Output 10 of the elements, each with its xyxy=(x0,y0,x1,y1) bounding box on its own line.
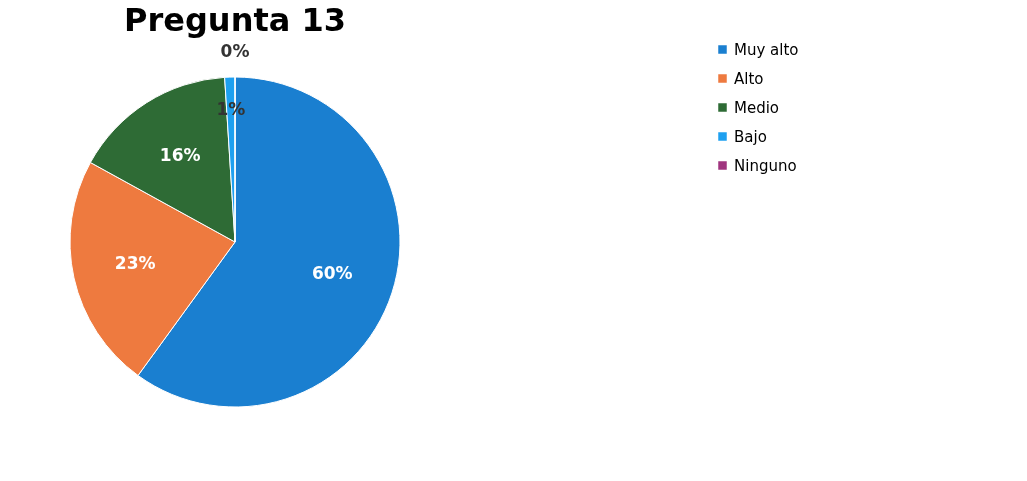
legend-label: Medio xyxy=(734,98,780,117)
legend-label: Ninguno xyxy=(734,156,797,175)
data-label: 16% xyxy=(159,144,201,165)
legend-label: Muy alto xyxy=(734,40,799,59)
data-label: 23% xyxy=(114,253,156,274)
legend-label: Bajo xyxy=(734,127,767,146)
data-label: 60% xyxy=(311,262,353,283)
text: 0% xyxy=(220,41,250,62)
chart-title: Pregunta 13 xyxy=(124,1,346,39)
legend-label: Alto xyxy=(734,69,764,88)
